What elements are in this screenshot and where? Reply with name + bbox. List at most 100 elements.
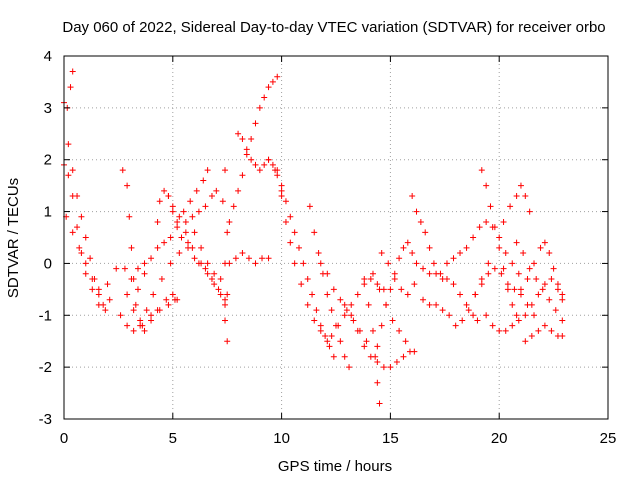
- data-point: [383, 301, 390, 308]
- series-s35: [517, 239, 566, 298]
- series-s32: [500, 182, 533, 225]
- data-point: [443, 275, 450, 282]
- data-point: [208, 193, 215, 200]
- data-point: [256, 104, 263, 111]
- data-point: [341, 312, 348, 319]
- data-point: [391, 275, 398, 282]
- series-s27: [420, 260, 492, 329]
- data-point: [143, 307, 150, 314]
- data-point: [82, 260, 89, 267]
- series-s34: [522, 322, 566, 345]
- data-point: [304, 301, 311, 308]
- series-s23: [369, 270, 409, 345]
- data-point: [346, 364, 353, 371]
- data-point: [311, 229, 318, 236]
- data-point: [300, 260, 307, 267]
- data-point: [211, 270, 218, 277]
- data-point: [500, 265, 507, 272]
- series-s22: [361, 275, 383, 407]
- data-point: [141, 270, 148, 277]
- data-point: [174, 218, 181, 225]
- data-point: [411, 281, 418, 288]
- data-point: [478, 167, 485, 174]
- data-point: [413, 260, 420, 267]
- data-point: [124, 182, 131, 189]
- data-point: [457, 291, 464, 298]
- grid: [64, 56, 608, 419]
- data-point: [337, 338, 344, 345]
- data-point: [87, 255, 94, 262]
- data-point: [348, 312, 355, 319]
- data-point: [130, 307, 137, 314]
- series-s17: [274, 167, 331, 345]
- data-point: [426, 244, 433, 251]
- data-point: [539, 286, 546, 293]
- data-point: [513, 312, 520, 319]
- data-point: [78, 213, 85, 220]
- data-point: [478, 281, 485, 288]
- data-point: [509, 260, 516, 267]
- data-point: [491, 224, 498, 231]
- data-point: [154, 218, 161, 225]
- data-point: [128, 244, 135, 251]
- data-point: [330, 353, 337, 360]
- y-axis-label: SDTVAR / TECUs: [5, 178, 22, 298]
- data-point: [409, 193, 416, 200]
- data-point: [409, 250, 416, 257]
- data-point: [531, 260, 538, 267]
- data-point: [420, 265, 427, 272]
- y-tick-label: -1: [39, 307, 52, 324]
- data-point: [259, 255, 266, 262]
- data-point: [82, 270, 89, 277]
- data-point: [69, 229, 76, 236]
- data-point: [504, 281, 511, 288]
- data-point: [559, 317, 566, 324]
- data-point: [198, 244, 205, 251]
- y-tick-label: -2: [39, 359, 52, 376]
- data-point: [446, 312, 453, 319]
- data-point: [548, 327, 555, 334]
- data-point: [287, 239, 294, 246]
- series-s19: [317, 260, 370, 345]
- data-point: [437, 270, 444, 277]
- data-point: [269, 161, 276, 168]
- data-point: [478, 275, 485, 282]
- data-point: [191, 229, 198, 236]
- data-point: [161, 187, 168, 194]
- data-point: [426, 301, 433, 308]
- data-point: [517, 286, 524, 293]
- data-point: [465, 307, 472, 314]
- data-point: [498, 270, 505, 277]
- data-point: [134, 286, 141, 293]
- series-s2: [61, 141, 107, 308]
- series-s7: [117, 296, 178, 334]
- data-point: [337, 296, 344, 303]
- data-point: [226, 218, 233, 225]
- series-s5: [119, 167, 181, 334]
- data-point: [130, 327, 137, 334]
- data-point: [541, 281, 548, 288]
- data-point: [426, 270, 433, 277]
- data-point: [211, 281, 218, 288]
- data-point: [517, 291, 524, 298]
- data-point: [500, 218, 507, 225]
- series-s30: [472, 265, 538, 319]
- y-tick-label: -3: [39, 411, 52, 428]
- data-point: [524, 275, 531, 282]
- data-point: [515, 317, 522, 324]
- data-point: [470, 312, 477, 319]
- data-point: [178, 234, 185, 241]
- data-point: [176, 213, 183, 220]
- data-point: [204, 167, 211, 174]
- data-point: [304, 275, 311, 282]
- data-point: [265, 156, 272, 163]
- data-point: [222, 167, 229, 174]
- data-point: [546, 250, 553, 257]
- data-point: [239, 250, 246, 257]
- data-point: [324, 270, 331, 277]
- data-point: [278, 187, 285, 194]
- data-point: [189, 213, 196, 220]
- data-point: [324, 338, 331, 345]
- data-point: [82, 234, 89, 241]
- data-point: [533, 275, 540, 282]
